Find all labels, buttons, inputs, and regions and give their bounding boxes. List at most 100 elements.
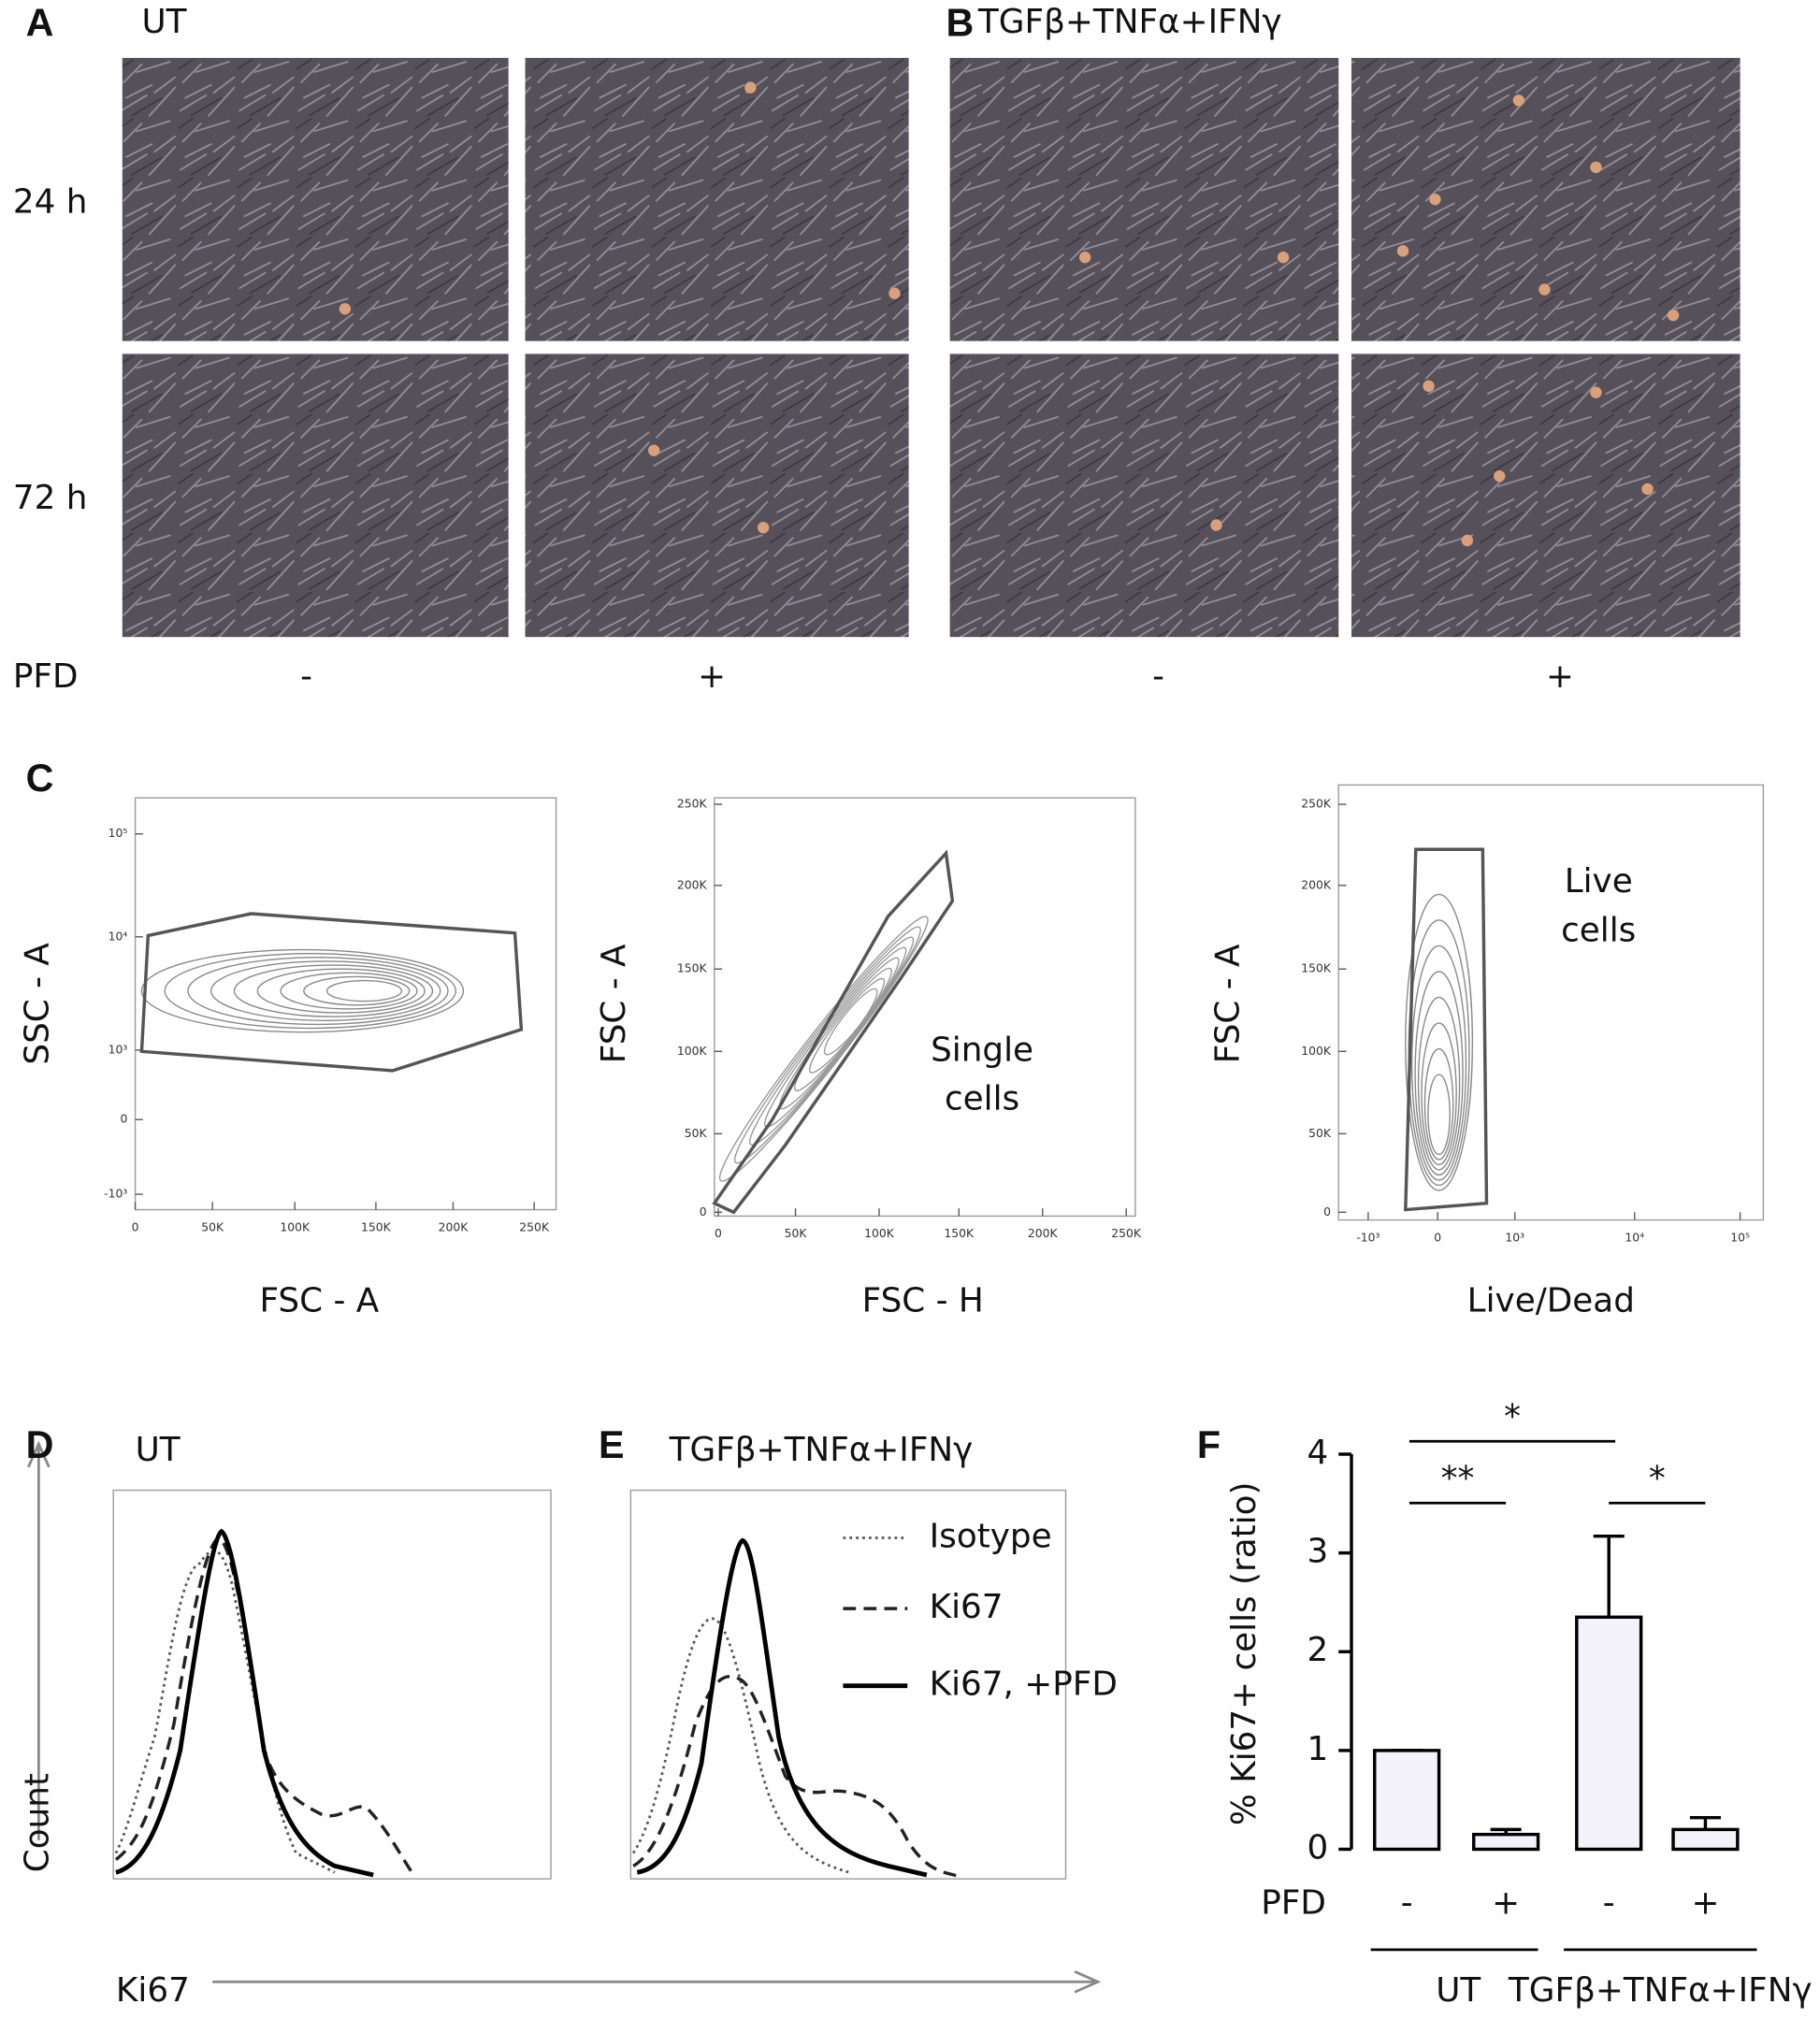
y-tick-label: 0	[700, 1205, 707, 1219]
panel-label: F	[1197, 1423, 1221, 1466]
contour	[823, 988, 878, 1056]
x-tick-label: -10³	[1356, 1231, 1379, 1244]
contour	[1410, 945, 1467, 1181]
y-label: SSC - A	[18, 943, 56, 1065]
round-cell	[1538, 283, 1551, 296]
contour	[140, 948, 465, 1033]
x-tick-label: 150K	[361, 1220, 392, 1233]
group-label: TGFβ+TNFα+IFNγ	[1508, 1971, 1813, 2010]
contour	[233, 964, 434, 1017]
contour	[187, 957, 449, 1026]
y-tick-label: 0	[120, 1113, 127, 1126]
micrograph	[1351, 57, 1741, 341]
curve-isotype	[631, 1617, 850, 1874]
treatment-sign: -	[300, 657, 312, 696]
row-label: 72 h	[13, 479, 88, 517]
x-tick-label: -	[1603, 1884, 1615, 1923]
hist-frame	[629, 1489, 1067, 1880]
arrow-head	[1074, 1969, 1102, 1994]
curve-ki67-pfd	[636, 1537, 928, 1878]
x-tick-label: 100K	[864, 1227, 895, 1240]
gate	[712, 849, 955, 1215]
gate	[1404, 847, 1489, 1212]
contour	[1414, 971, 1464, 1176]
legend-label: Ki67	[930, 1588, 1004, 1626]
y-label: Count	[18, 1773, 56, 1872]
x-label: FSC - A	[259, 1282, 379, 1320]
round-cell	[1512, 94, 1525, 107]
y-tick-label: 250K	[677, 798, 708, 811]
y-tick-label: 200K	[1301, 878, 1332, 891]
y-tick-label: 1	[1307, 1730, 1328, 1768]
y-label: FSC - A	[595, 944, 633, 1063]
x-label: FSC - H	[862, 1282, 984, 1320]
y-tick-label: 50K	[1308, 1127, 1332, 1140]
contour	[1421, 1022, 1457, 1166]
contour	[808, 977, 886, 1074]
contour	[164, 953, 456, 1030]
plot-frame	[1337, 784, 1765, 1221]
y-tick-label: 0	[1307, 1828, 1328, 1867]
round-cell	[1423, 380, 1435, 393]
x-tick-label: 10³	[1505, 1231, 1524, 1244]
y-label: FSC - A	[1208, 944, 1247, 1063]
contour	[779, 957, 900, 1110]
bar	[1472, 1832, 1540, 1852]
contour	[1417, 996, 1461, 1171]
round-cell	[339, 303, 352, 315]
x-tick-label: +	[1691, 1884, 1719, 1923]
micrograph	[1351, 353, 1741, 638]
contour	[280, 972, 418, 1010]
micrograph	[525, 57, 909, 341]
y-tick-label: 3	[1307, 1533, 1328, 1571]
microscopy: UT TGFβ+TNFα+IFNγ 24 h 72 h PFD - + - +	[13, 3, 1741, 696]
y-tick-label: 100K	[1301, 1045, 1332, 1058]
y-tick-label: 2	[1307, 1631, 1328, 1669]
plot-frame	[134, 797, 557, 1211]
y-tick-label: 250K	[1301, 798, 1332, 811]
x-tick-label: 50K	[201, 1220, 224, 1233]
round-cell	[1641, 483, 1654, 496]
panel-label: B	[946, 1, 975, 44]
round-cell	[1210, 519, 1222, 531]
gate	[139, 912, 524, 1073]
category-label: PFD	[1261, 1884, 1326, 1923]
micrograph	[949, 57, 1339, 341]
x-tick-label: 250K	[519, 1220, 550, 1233]
gate-label: Single	[931, 1031, 1033, 1069]
gate-label: Live	[1565, 862, 1633, 901]
round-cell	[888, 287, 901, 299]
contour	[303, 975, 411, 1006]
y-tick-label: 100K	[677, 1045, 708, 1058]
legend-label: Ki67, +PFD	[930, 1666, 1118, 1704]
x-tick-label: 250K	[1111, 1227, 1142, 1240]
x-tick-label: 150K	[944, 1227, 975, 1240]
round-cell	[744, 81, 757, 94]
x-tick-label: 10⁴	[1625, 1231, 1644, 1244]
group-label: UT	[1436, 1971, 1481, 2010]
flow-cytometry: 0 50K 100K 150K 200K 250K 10⁵ 10⁴ 10³ 0 -10³ FSC - …	[18, 784, 1765, 1320]
gate-label: cells	[1561, 911, 1636, 949]
round-cell	[1429, 194, 1441, 206]
panel-label: E	[599, 1423, 625, 1466]
treatment-sign: +	[698, 657, 726, 696]
contour	[1405, 893, 1474, 1191]
x-tick-label: 50K	[785, 1227, 808, 1240]
curve-ki67	[632, 1675, 960, 1879]
x-tick-label: 10⁵	[1730, 1231, 1750, 1244]
x-tick-label: 100K	[280, 1220, 311, 1233]
contour	[210, 960, 441, 1021]
micrograph	[525, 353, 909, 638]
micrograph	[122, 57, 509, 341]
condition-title: TGFβ+TNFα+IFNγ	[977, 3, 1282, 41]
bar	[1671, 1827, 1740, 1852]
panel-label: D	[26, 1423, 54, 1466]
x-label: Ki67	[116, 1971, 190, 2010]
round-cell	[1078, 252, 1091, 264]
contour	[325, 979, 403, 1002]
bar	[1575, 1615, 1643, 1852]
x-tick-label: 0	[715, 1227, 722, 1240]
round-cell	[1590, 386, 1602, 398]
contour	[733, 926, 921, 1164]
